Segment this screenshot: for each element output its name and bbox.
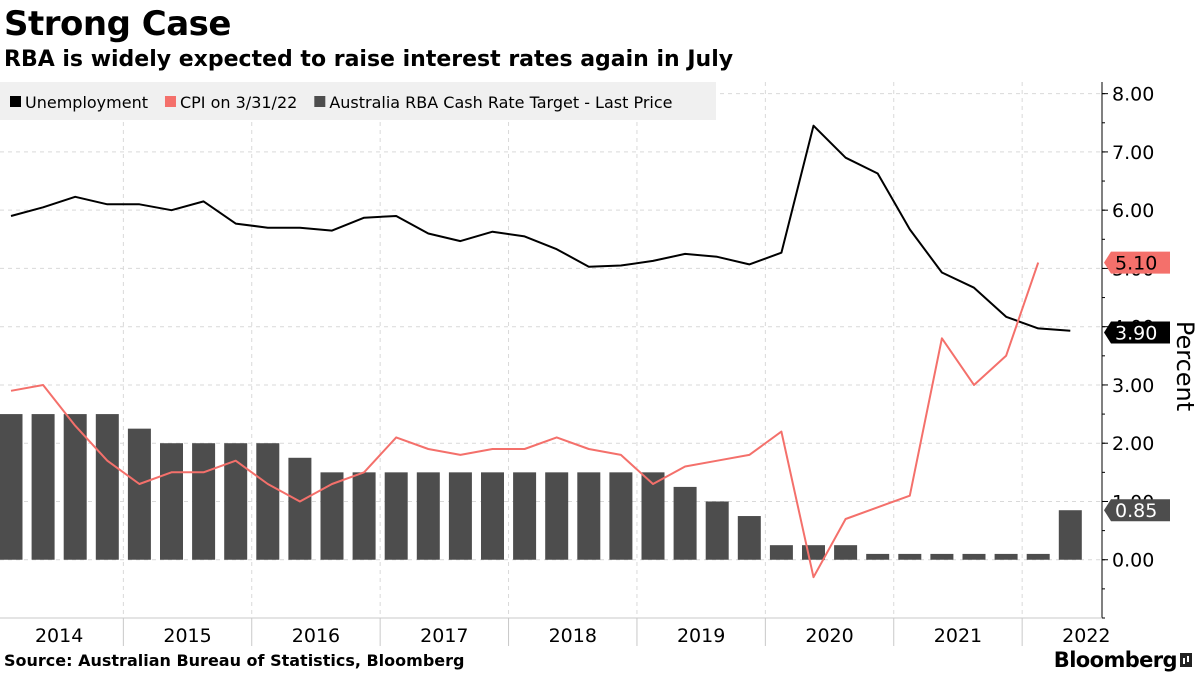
legend-swatch	[10, 96, 21, 107]
last-value-labels: 5.10 3.90 0.85	[1104, 251, 1170, 522]
cash-rate-bar	[288, 457, 312, 560]
x-axis: 2014 2015 2016 2017 2018 2019 2020 2021 2022	[0, 617, 1111, 647]
last-value-text: 5.10	[1115, 253, 1157, 275]
legend-background	[0, 82, 716, 120]
cash-rate-bar	[673, 486, 697, 560]
x-tick-label: 2021	[934, 625, 982, 647]
y-axis: 8.007.006.005.004.003.002.001.000.00	[1101, 82, 1154, 619]
legend-swatch	[314, 96, 326, 107]
last-value-text: 0.85	[1115, 500, 1157, 522]
cash-rate-bar	[63, 414, 87, 560]
cash-rate-bar	[994, 553, 1018, 560]
y-tick-label: 3.00	[1112, 375, 1154, 397]
cash-rate-bar	[898, 553, 922, 560]
cash-rate-bar	[160, 443, 183, 560]
cash-rate-bar	[31, 414, 55, 560]
cash-rate-bar	[448, 472, 472, 560]
legend: Unemployment CPI on 3/31/22 Australia RBA …	[0, 82, 716, 120]
y-tick-label: 0.00	[1112, 550, 1154, 572]
last-value-tag	[1104, 499, 1170, 522]
legend-item-label: Australia RBA Cash Rate Target - Last Pr…	[329, 93, 672, 112]
cash-rate-bar	[769, 545, 793, 560]
cash-rate-bar	[802, 545, 825, 560]
cash-rate-bar	[737, 516, 761, 560]
cash-rate-bar	[1026, 553, 1050, 560]
cash-rate-bar	[609, 472, 633, 560]
cash-rate-bar	[192, 443, 216, 560]
cash-rate-bar	[256, 443, 280, 560]
chart-title: Strong Case	[4, 4, 231, 44]
unemployment-line	[10, 124, 1071, 332]
legend-item-label: CPI on 3/31/22	[180, 93, 297, 112]
cash-rate-bar	[834, 545, 858, 560]
last-value-text: 3.90	[1115, 323, 1157, 345]
cash-rate-bar	[481, 472, 504, 560]
cash-rate-bar	[1058, 510, 1082, 560]
cash-rate-bar	[513, 472, 537, 560]
gridlines	[0, 82, 1102, 618]
cash-rate-bar	[866, 553, 890, 560]
cash-rate-bar	[127, 428, 151, 560]
cash-rate-bar	[95, 414, 119, 560]
cash-rate-bar	[352, 472, 376, 560]
cash-rate-bar	[0, 414, 23, 560]
bar-chart-icon	[1180, 653, 1192, 667]
cash-rate-bar	[962, 553, 986, 560]
y-axis-label: Percent	[1171, 321, 1199, 411]
legend-item-label: Unemployment	[25, 93, 148, 112]
y-tick-label: 7.00	[1112, 142, 1154, 164]
cpi-line	[10, 262, 1040, 579]
x-tick-label: 2015	[163, 625, 211, 647]
x-tick-label: 2020	[805, 625, 853, 647]
last-value-tag	[1104, 321, 1170, 344]
x-tick-label: 2016	[292, 625, 340, 647]
legend-swatch	[164, 96, 176, 107]
chart-subtitle: RBA is widely expected to raise interest…	[4, 47, 734, 72]
brand-logo: Bloomberg	[1054, 647, 1192, 673]
source-note: Source: Australian Bureau of Statistics,…	[4, 651, 465, 670]
cash-rate-bar	[416, 472, 440, 560]
cash-rate-bar	[384, 472, 408, 560]
brand-name: Bloomberg	[1053, 648, 1178, 672]
cash-rate-bar	[577, 472, 601, 560]
cash-rate-bar	[705, 501, 729, 560]
cash-rate-bar	[224, 443, 248, 560]
x-tick-label: 2018	[549, 625, 597, 647]
x-tick-label: 2017	[420, 625, 468, 647]
y-tick-label: 8.00	[1112, 84, 1154, 106]
cash-rate-bar	[545, 472, 569, 560]
last-value-tag	[1104, 251, 1170, 274]
y-tick-label: 2.00	[1112, 433, 1154, 455]
line-series	[10, 124, 1071, 579]
y-tick-label: 6.00	[1112, 200, 1154, 222]
x-tick-label: 2019	[677, 625, 725, 647]
cash-rate-bar	[641, 472, 665, 560]
cash-rate-bar	[320, 472, 344, 560]
x-tick-label: 2014	[35, 625, 83, 647]
x-tick-label: 2022	[1062, 625, 1110, 647]
cash-rate-bar	[930, 553, 954, 560]
bar-series-cash-rate	[0, 414, 1082, 560]
